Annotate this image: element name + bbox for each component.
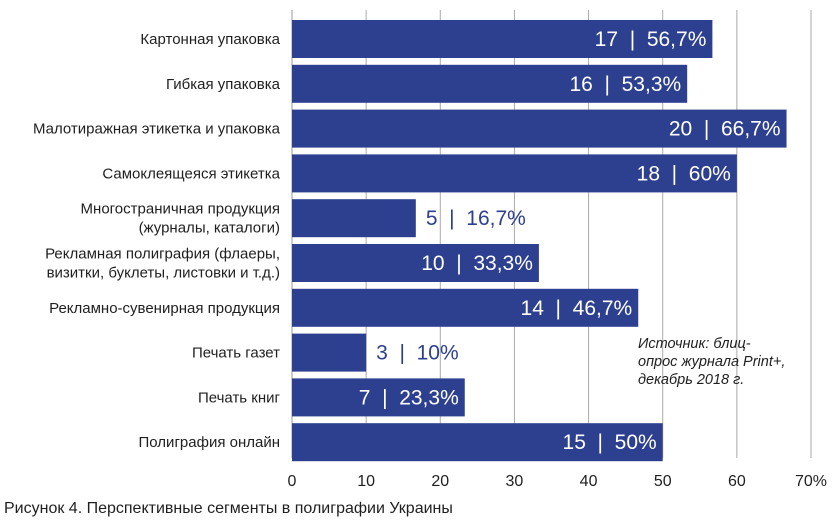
bar	[292, 333, 367, 372]
x-tick-label: 0	[288, 473, 297, 490]
bar-data-label: 7 | 23,3%	[359, 386, 459, 409]
bar-data-label: 10 | 33,3%	[421, 252, 533, 275]
bar	[292, 423, 663, 462]
category-label: Картонная упаковка	[140, 31, 280, 48]
bar-data-label: 16 | 53,3%	[569, 73, 681, 96]
category-label-line: Гибкая упаковка	[166, 76, 281, 93]
source-note-text: Источник: блиц-опрос журнала Print+, дека…	[638, 336, 785, 388]
bar	[292, 109, 787, 148]
category-label-line: визитки, буклеты, листовки и т.д.)	[47, 265, 280, 282]
category-label-line: (журналы, каталоги)	[139, 220, 280, 237]
category-label-line: Рекламно-сувенирная продукция	[49, 300, 280, 317]
category-label: Рекламная полиграфия (флаеры, визитки, бу…	[45, 246, 280, 282]
x-tick-label: 10	[357, 473, 375, 490]
category-label: Самоклеящеяся этикетка	[102, 165, 280, 182]
x-tick-label: 60	[728, 473, 746, 490]
bar	[292, 64, 688, 103]
category-label: Рекламно-сувенирная продукция	[49, 300, 280, 317]
source-note: Источник: блиц-опрос журнала Print+, дека…	[638, 336, 785, 388]
x-tick-label: 30	[506, 473, 524, 490]
x-tick-label: 40	[580, 473, 598, 490]
bar	[292, 199, 416, 238]
source-note-line: декабрь 2018 г.	[638, 372, 744, 388]
source-note-line: опрос журнала Print+,	[638, 354, 785, 370]
category-label: Малотиражная этикетка и упаковка	[33, 121, 281, 138]
category-label-line: Многостраничная продукция	[81, 201, 280, 218]
category-label-line: Печать газет	[192, 345, 280, 362]
bar	[292, 20, 713, 58]
category-label: Гибкая упаковка	[166, 76, 281, 93]
x-tick-label: 50	[654, 473, 672, 490]
category-label-line: Самоклеящеяся этикетка	[102, 165, 280, 182]
bars: 17 | 56,7% 16 | 53,3% 20 | 66,7% 18 | 60% 5 …	[292, 20, 787, 462]
category-label-line: Малотиражная этикетка и упаковка	[33, 121, 281, 138]
bar	[292, 154, 737, 193]
bar-data-label: 14 | 46,7%	[521, 297, 633, 320]
bar-data-label: 20 | 66,7%	[669, 118, 781, 141]
category-labels: Картонная упаковка Гибкая упаковка Малотир…	[33, 31, 281, 451]
source-note-line: Источник: блиц-	[638, 336, 751, 352]
x-axis-ticks: 0 10 20 30 40 50 60 70%	[288, 473, 827, 490]
bar	[292, 244, 539, 282]
bar-data-label: 5 | 16,7%	[426, 207, 526, 230]
category-label: Полиграфия онлайн	[139, 434, 280, 451]
x-tick-label: 70%	[795, 473, 827, 490]
category-label-line: Рекламная полиграфия (флаеры,	[45, 246, 280, 263]
figure-caption: Рисунок 4. Перспективные сегменты в поли…	[4, 500, 453, 517]
bar-data-label: 15 | 50%	[563, 431, 657, 454]
category-label-line: Картонная упаковка	[140, 31, 280, 48]
bar	[292, 288, 639, 327]
category-label-line: Полиграфия онлайн	[139, 434, 280, 451]
x-tick-label: 20	[431, 473, 449, 490]
category-label: Печать газет	[192, 345, 280, 362]
bar-data-label: 17 | 56,7%	[595, 28, 707, 51]
category-label: Многостраничная продукция (журналы, катал…	[81, 201, 280, 237]
bar	[292, 378, 465, 417]
bar-data-label: 3 | 10%	[376, 342, 459, 365]
category-label-line: Печать книг	[198, 389, 281, 406]
bar-data-label: 18 | 60%	[637, 162, 731, 185]
category-label: Печать книг	[198, 389, 281, 406]
